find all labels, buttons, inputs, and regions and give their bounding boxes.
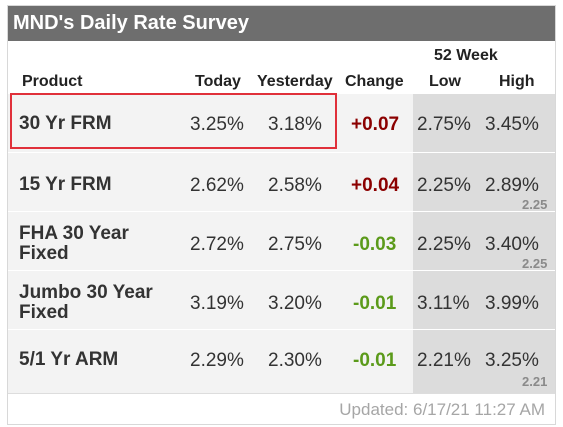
rate-52wk-low: 2.25% xyxy=(417,175,471,196)
rate-change: -0.01 xyxy=(353,350,397,371)
product-name-line2: Fixed xyxy=(19,302,69,323)
range-marker-label: 2.25 xyxy=(522,256,548,271)
rate-today: 2.62% xyxy=(190,175,244,196)
table-header: 52 Week Product Today Yesterday Change L… xyxy=(8,41,555,93)
rate-change: +0.07 xyxy=(351,114,400,135)
header-low: Low xyxy=(429,73,461,90)
widget-title: MND's Daily Rate Survey xyxy=(8,6,555,41)
rate-survey-widget: MND's Daily Rate Survey 52 Week Product … xyxy=(7,5,556,425)
product-name: FHA 30 Year Fixed xyxy=(19,224,129,264)
product-name-line1: FHA 30 Year xyxy=(19,223,129,244)
rate-today: 3.25% xyxy=(190,114,244,135)
header-52-week: 52 Week xyxy=(434,47,498,64)
product-name: 30 Yr FRM xyxy=(19,113,112,134)
highlight-box xyxy=(10,93,337,149)
rate-52wk-high: 3.40% xyxy=(485,234,539,255)
table-row[interactable]: 5/1 Yr ARM 2.29% 2.30% -0.01 2.21% 3.25%… xyxy=(8,329,555,389)
rate-yesterday: 2.58% xyxy=(268,175,322,196)
range-marker-label: 2.25 xyxy=(522,197,548,212)
product-name: 15 Yr FRM xyxy=(19,174,112,195)
rate-change: -0.01 xyxy=(353,293,397,314)
header-high: High xyxy=(499,73,535,90)
header-product: Product xyxy=(22,73,83,90)
rate-yesterday: 3.20% xyxy=(268,293,322,314)
rate-52wk-low: 2.25% xyxy=(417,234,471,255)
header-change: Change xyxy=(345,73,404,90)
rate-52wk-high: 2.89% xyxy=(485,175,539,196)
product-name-line1: Jumbo 30 Year xyxy=(19,282,153,303)
range-marker-label: 2.21 xyxy=(522,374,548,389)
rate-52wk-high: 3.25% xyxy=(485,350,539,371)
rate-today: 3.19% xyxy=(190,293,244,314)
rate-52wk-low: 2.75% xyxy=(417,114,471,135)
rate-52wk-high: 3.99% xyxy=(485,293,539,314)
rate-52wk-low: 3.11% xyxy=(417,293,470,314)
rate-yesterday: 2.75% xyxy=(268,234,322,255)
rate-yesterday: 2.30% xyxy=(268,350,322,371)
product-name: Jumbo 30 Year Fixed xyxy=(19,283,153,323)
rate-change: +0.04 xyxy=(351,175,400,196)
product-name-line2: Fixed xyxy=(19,243,69,264)
product-name: 5/1 Yr ARM xyxy=(19,349,119,370)
rate-52wk-high: 3.45% xyxy=(485,114,539,135)
rate-52wk-low: 2.21% xyxy=(417,350,471,371)
table-row[interactable]: Jumbo 30 Year Fixed 3.19% 3.20% -0.01 3.… xyxy=(8,270,555,329)
rate-today: 2.72% xyxy=(190,234,244,255)
updated-timestamp: Updated: 6/17/21 11:27 AM xyxy=(339,400,545,419)
header-today: Today xyxy=(195,73,241,90)
header-yesterday: Yesterday xyxy=(257,73,333,90)
table-row[interactable]: FHA 30 Year Fixed 2.72% 2.75% -0.03 2.25… xyxy=(8,211,555,271)
rate-today: 2.29% xyxy=(190,350,244,371)
table-row[interactable]: 15 Yr FRM 2.62% 2.58% +0.04 2.25% 2.89% … xyxy=(8,152,555,212)
52-week-column-bg xyxy=(413,93,555,393)
rate-yesterday: 3.18% xyxy=(268,114,322,135)
rate-change: -0.03 xyxy=(353,234,397,255)
widget-footer: Updated: 6/17/21 11:27 AM xyxy=(8,393,555,424)
